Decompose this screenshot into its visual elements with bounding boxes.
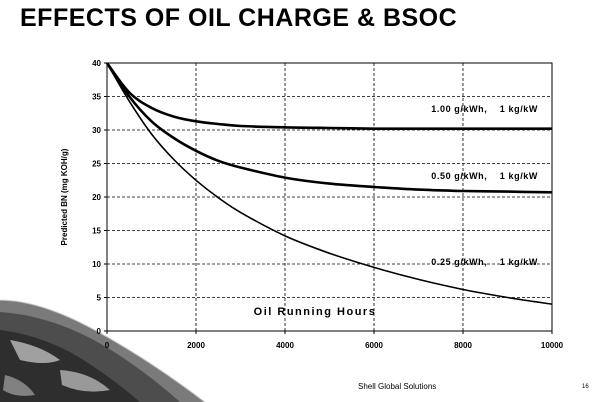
series-line-1 <box>105 62 552 131</box>
earth-globe-image <box>0 299 206 402</box>
y-axis-label: Predicted BN (mg KOH/g) <box>60 148 69 245</box>
y-tick-label: 10 <box>92 260 101 269</box>
y-tick-label: 15 <box>92 227 101 236</box>
page-number: 16 <box>582 384 589 390</box>
y-tick-label: 20 <box>92 193 101 202</box>
series-line-3 <box>106 62 553 305</box>
x-tick-label: 10000 <box>541 341 564 350</box>
series-line-2 <box>105 62 553 194</box>
series-label-3: 0.25 g/kWh, 1 kg/kW <box>431 257 538 267</box>
plot-area: 0 5 10 15 20 25 30 35 40 0 2000 4000 6000 8000 10000 1.… <box>60 59 564 350</box>
series-label-2: 0.50 g/kWh, 1 kg/kW <box>431 171 538 181</box>
x-tick-label: 6000 <box>365 341 383 350</box>
y-tick-label: 30 <box>92 126 101 135</box>
y-tick-label: 35 <box>92 93 101 102</box>
x-tick-label: 4000 <box>276 341 294 350</box>
x-tick-label: 2000 <box>187 341 205 350</box>
x-axis-label: Oil Running Hours <box>254 306 377 318</box>
y-tick-label: 5 <box>97 294 102 303</box>
series-label-1: 1.00 g/kWh, 1 kg/kW <box>431 104 538 114</box>
slide-title: EFFECTS OF OIL CHARGE & BSOC <box>20 4 458 32</box>
footer-text: Shell Global Solutions <box>358 382 437 391</box>
y-tick-label: 25 <box>92 160 101 169</box>
x-tick-label: 0 <box>105 341 110 350</box>
y-tick-label: 0 <box>97 327 102 336</box>
x-tick-label: 8000 <box>454 341 472 350</box>
y-tick-label: 40 <box>92 59 101 68</box>
